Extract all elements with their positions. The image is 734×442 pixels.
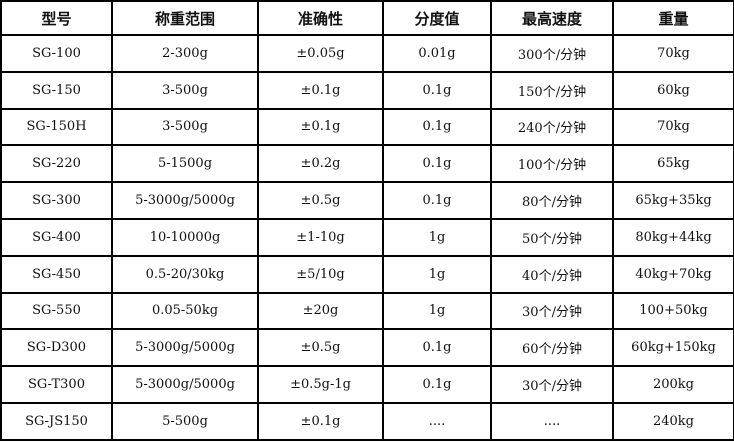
cell-max-speed: 150个/分钟 <box>490 70 614 110</box>
table-row: SG-150 3-500g ±0.1g 0.1g 150个/分钟 60kg <box>0 70 734 110</box>
cell-accuracy: ±1-10g <box>257 217 384 257</box>
cell-weight: 65kg <box>612 144 734 184</box>
cell-model: SG-150H <box>0 107 113 147</box>
cell-division: 0.1g <box>382 144 492 184</box>
cell-range: 0.5-20/30kg <box>111 254 259 294</box>
cell-weight: 40kg+70kg <box>612 254 734 294</box>
table-row: SG-D300 5-3000g/5000g ±0.5g 0.1g 60个/分钟 60kg+… <box>0 328 734 368</box>
cell-range: 5-1500g <box>111 144 259 184</box>
header-max-speed: 最高速度 <box>490 0 614 36</box>
cell-max-speed: 30个/分钟 <box>490 365 614 404</box>
cell-accuracy: ±0.1g <box>257 107 384 147</box>
header-division: 分度值 <box>382 0 492 36</box>
cell-model: SG-100 <box>0 34 113 73</box>
cell-max-speed: 240个/分钟 <box>490 107 614 147</box>
header-weight: 重量 <box>612 0 734 36</box>
cell-accuracy: ±0.5g <box>257 181 384 220</box>
cell-division: 0.01g <box>382 34 492 73</box>
cell-max-speed: 100个/分钟 <box>490 144 614 184</box>
cell-accuracy: ±20g <box>257 291 384 331</box>
cell-division: 1g <box>382 254 492 294</box>
cell-weight: 100+50kg <box>612 291 734 331</box>
cell-model: SG-400 <box>0 217 113 257</box>
cell-range: 10-10000g <box>111 217 259 257</box>
cell-accuracy: ±0.1g <box>257 70 384 110</box>
cell-range: 2-300g <box>111 34 259 73</box>
cell-max-speed: 50个/分钟 <box>490 217 614 257</box>
cell-model: SG-150 <box>0 70 113 110</box>
cell-model: SG-220 <box>0 144 113 184</box>
cell-model: SG-JS150 <box>0 401 113 441</box>
table-row: SG-JS150 5-500g ±0.1g........ 240kg <box>0 401 734 441</box>
cell-weight: 80kg+44kg <box>612 217 734 257</box>
cell-division: 0.1g <box>382 365 492 404</box>
cell-range: 5-500g <box>111 401 259 441</box>
cell-division: 0.1g <box>382 70 492 110</box>
cell-accuracy: ±0.5g <box>257 328 384 368</box>
cell-max-speed: 60个/分钟 <box>490 328 614 368</box>
cell-max-speed: .... <box>490 401 614 441</box>
cell-model: SG-T300 <box>0 365 113 404</box>
table-row: SG-100 2-300g ±0.05g 0.01g 300个/分钟 70kg <box>0 34 734 73</box>
table-row: SG-220 5-1500g ±0.2g 0.1g 100个/分钟 65kg <box>0 144 734 184</box>
cell-weight: 70kg <box>612 34 734 73</box>
cell-division: 1g <box>382 217 492 257</box>
cell-weight: 200kg <box>612 365 734 404</box>
cell-range: 3-500g <box>111 70 259 110</box>
cell-accuracy: ±0.1g <box>257 401 384 441</box>
cell-weight: 240kg <box>612 401 734 441</box>
table-row: SG-450 0.5-20/30kg ±5/10g 1g 40个/分钟 40kg+70kg <box>0 254 734 294</box>
cell-range: 5-3000g/5000g <box>111 181 259 220</box>
header-model: 型号 <box>0 0 113 36</box>
cell-division: 0.1g <box>382 328 492 368</box>
cell-max-speed: 80个/分钟 <box>490 181 614 220</box>
cell-model: SG-D300 <box>0 328 113 368</box>
cell-accuracy: ±5/10g <box>257 254 384 294</box>
cell-weight: 65kg+35kg <box>612 181 734 220</box>
table-row: SG-300 5-3000g/5000g ±0.5g 0.1g 80个/分钟 65kg+3… <box>0 181 734 220</box>
cell-max-speed: 30个/分钟 <box>490 291 614 331</box>
cell-model: SG-300 <box>0 181 113 220</box>
table-row: SG-400 10-10000g ±1-10g 1g 50个/分钟 80kg+44kg <box>0 217 734 257</box>
cell-range: 0.05-50kg <box>111 291 259 331</box>
cell-accuracy: ±0.2g <box>257 144 384 184</box>
cell-max-speed: 300个/分钟 <box>490 34 614 73</box>
cell-division: 0.1g <box>382 181 492 220</box>
cell-weight: 60kg <box>612 70 734 110</box>
cell-max-speed: 40个/分钟 <box>490 254 614 294</box>
cell-range: 5-3000g/5000g <box>111 328 259 368</box>
table-row: SG-150H 3-500g ±0.1g 0.1g 240个/分钟 70kg <box>0 107 734 147</box>
cell-range: 3-500g <box>111 107 259 147</box>
header-range: 称重范围 <box>111 0 259 36</box>
cell-division: 1g <box>382 291 492 331</box>
table-row: SG-T300 5-3000g/5000g ±0.5g-1g 0.1g 30个/分钟 20… <box>0 365 734 404</box>
table-row: SG-550 0.05-50kg ±20g 1g 30个/分钟 100+50kg <box>0 291 734 331</box>
cell-model: SG-450 <box>0 254 113 294</box>
cell-range: 5-3000g/5000g <box>111 365 259 404</box>
cell-model: SG-550 <box>0 291 113 331</box>
cell-accuracy: ±0.05g <box>257 34 384 73</box>
cell-accuracy: ±0.5g-1g <box>257 365 384 404</box>
cell-weight: 60kg+150kg <box>612 328 734 368</box>
cell-division: 0.1g <box>382 107 492 147</box>
header-accuracy: 准确性 <box>257 0 384 36</box>
header-row: 型号 称重范围 准确性 分度值 最高速度 重量 <box>0 0 734 36</box>
cell-division: .... <box>382 401 492 441</box>
cell-weight: 70kg <box>612 107 734 147</box>
